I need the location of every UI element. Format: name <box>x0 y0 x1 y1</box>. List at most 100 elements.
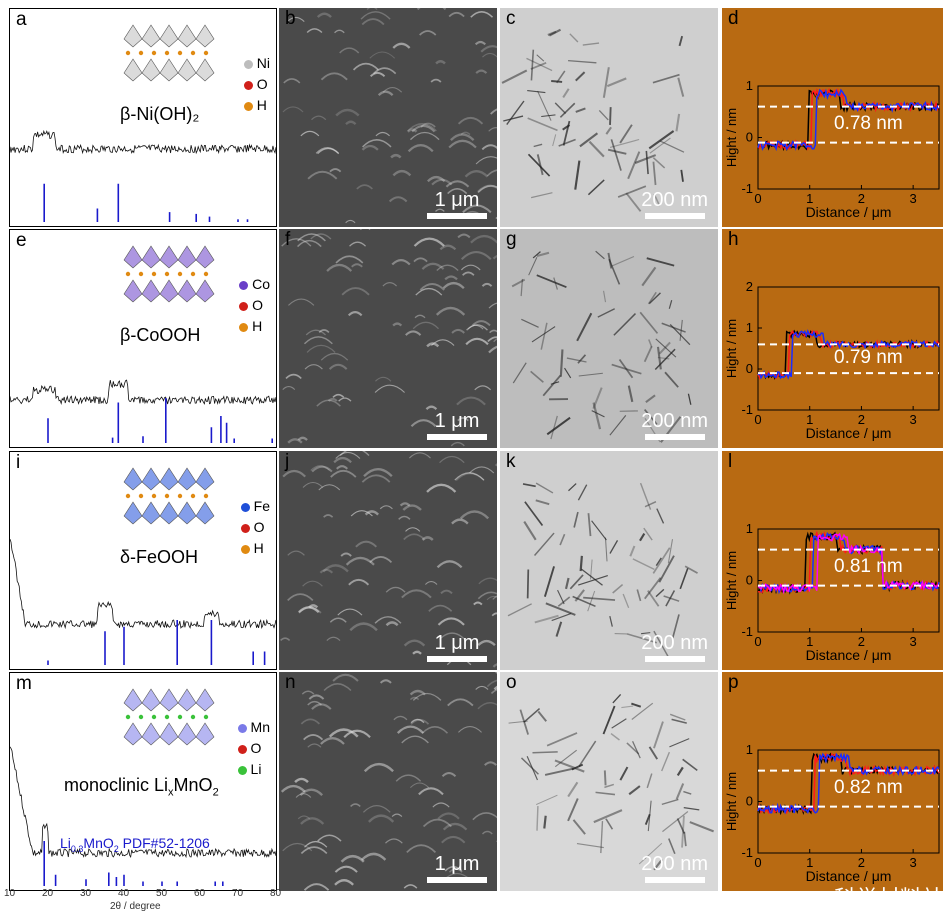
nanosheet-edge <box>671 718 687 724</box>
nanosheet-edge <box>536 54 545 62</box>
legend-label: H <box>252 318 263 334</box>
nanosheet-flake <box>334 865 358 873</box>
y-tick-label: 1 <box>746 78 753 93</box>
nanosheet-edge <box>589 559 593 580</box>
nanosheet-flake <box>329 168 342 173</box>
sem-texture <box>280 672 497 891</box>
nanosheet-flake <box>403 884 418 889</box>
nanosheet-edge <box>607 252 613 269</box>
nanosheet-edge <box>648 339 653 348</box>
tem-image: g 200 nm <box>500 229 718 448</box>
nanosheet-flake <box>493 337 497 343</box>
nanosheet-edge <box>632 558 655 571</box>
nanosheet-flake <box>437 617 465 626</box>
nanosheet-flake <box>382 282 398 287</box>
nanosheet-edge <box>551 80 563 83</box>
nanosheet-flake <box>340 854 365 863</box>
nanosheet-flake <box>486 169 497 177</box>
nanosheet-flake <box>282 842 313 852</box>
nanosheet-edge <box>550 415 558 440</box>
nanosheet-edge <box>625 192 642 212</box>
nanosheet-flake <box>409 696 420 701</box>
nanosheet-flake <box>451 328 465 334</box>
nanosheet-edge <box>661 751 671 772</box>
nanosheet-flake <box>413 257 428 263</box>
sem-image: b 1 μm <box>279 8 497 227</box>
nanosheet-flake <box>303 883 330 891</box>
xrd-pattern-chart <box>10 746 276 886</box>
interlayer-atom <box>203 50 209 56</box>
legend-label: Ni <box>256 55 270 71</box>
nanosheet-flake <box>334 29 345 34</box>
nanosheet-flake <box>495 672 497 675</box>
nanosheet-edge <box>557 596 571 607</box>
xrd-x-tick-label: 60 <box>194 888 206 899</box>
nanosheet-edge <box>579 132 599 148</box>
nanosheet-edge <box>687 393 692 405</box>
nanosheet-flake <box>375 376 392 382</box>
panel-letter: p <box>728 672 739 693</box>
step-height-label: 0.78 nm <box>834 112 903 134</box>
nanosheet-flake <box>481 144 497 151</box>
nanosheet-flake <box>367 814 395 823</box>
nanosheet-flake <box>465 337 489 346</box>
nanosheet-flake <box>402 504 422 511</box>
tem-texture <box>508 693 714 871</box>
nanosheet-flake <box>412 692 442 701</box>
nanosheet-flake <box>310 465 330 471</box>
nanosheet-edge <box>611 718 627 729</box>
nanosheet-flake <box>450 441 465 447</box>
nanosheet-edge <box>546 732 578 747</box>
nanosheet-edge <box>542 374 562 397</box>
nanosheet-edge <box>609 540 619 554</box>
nanosheet-flake <box>364 510 379 516</box>
crystal-structure-illustration <box>123 24 215 82</box>
nanosheet-flake <box>319 568 334 574</box>
nanosheet-flake <box>302 482 324 488</box>
nanosheet-edge <box>648 746 659 760</box>
nanosheet-flake <box>401 735 429 744</box>
nanosheet-flake <box>330 469 357 478</box>
nanosheet-flake <box>326 263 353 272</box>
nanosheet-flake <box>280 784 306 793</box>
tem-texture <box>511 250 692 443</box>
nanosheet-flake <box>320 737 345 745</box>
nanosheet-flake <box>488 127 497 132</box>
nanosheet-edge <box>578 740 597 767</box>
nanosheet-edge <box>600 821 604 854</box>
x-tick-label: 2 <box>858 412 865 427</box>
nanosheet-flake <box>392 42 411 49</box>
nanosheet-edge <box>572 595 596 608</box>
interlayer-atom <box>125 271 131 277</box>
crystal-structure-illustration <box>123 245 215 303</box>
nanosheet-flake <box>475 685 489 690</box>
nanosheet-flake <box>317 834 342 842</box>
legend-dot <box>243 59 253 69</box>
phase-subscript: x <box>168 786 174 799</box>
nanosheet-edge <box>562 124 571 131</box>
nanosheet-edge <box>564 577 570 590</box>
nanosheet-edge <box>583 596 616 601</box>
nanosheet-edge <box>606 77 627 88</box>
legend-item: Co <box>239 274 270 295</box>
y-axis-label: Hight / nm <box>724 319 739 378</box>
nanosheet-edge <box>668 838 676 855</box>
nanosheet-flake <box>395 774 422 782</box>
x-tick-label: 3 <box>910 634 917 649</box>
panel-letter: m <box>16 673 32 694</box>
nanosheet-flake <box>419 283 445 291</box>
y-tick-label: 1 <box>746 521 753 536</box>
nanosheet-edge <box>568 483 577 492</box>
nanosheet-flake <box>406 844 437 853</box>
nanosheet-flake <box>470 10 494 18</box>
nanosheet-flake <box>339 451 370 457</box>
nanosheet-edge <box>554 102 567 115</box>
nanosheet-edge <box>631 702 654 721</box>
xrd-x-tick-label: 40 <box>118 888 130 899</box>
nanosheet-flake <box>302 580 323 587</box>
nanosheet-edge <box>648 292 661 304</box>
nanosheet-flake <box>335 108 360 117</box>
nanosheet-edge <box>654 348 676 371</box>
octahedron <box>195 245 215 269</box>
